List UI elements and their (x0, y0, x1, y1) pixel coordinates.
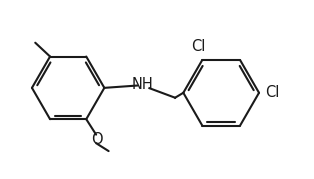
Text: O: O (91, 132, 103, 147)
Text: NH: NH (132, 77, 154, 92)
Text: Cl: Cl (265, 85, 279, 100)
Text: Cl: Cl (191, 39, 205, 54)
